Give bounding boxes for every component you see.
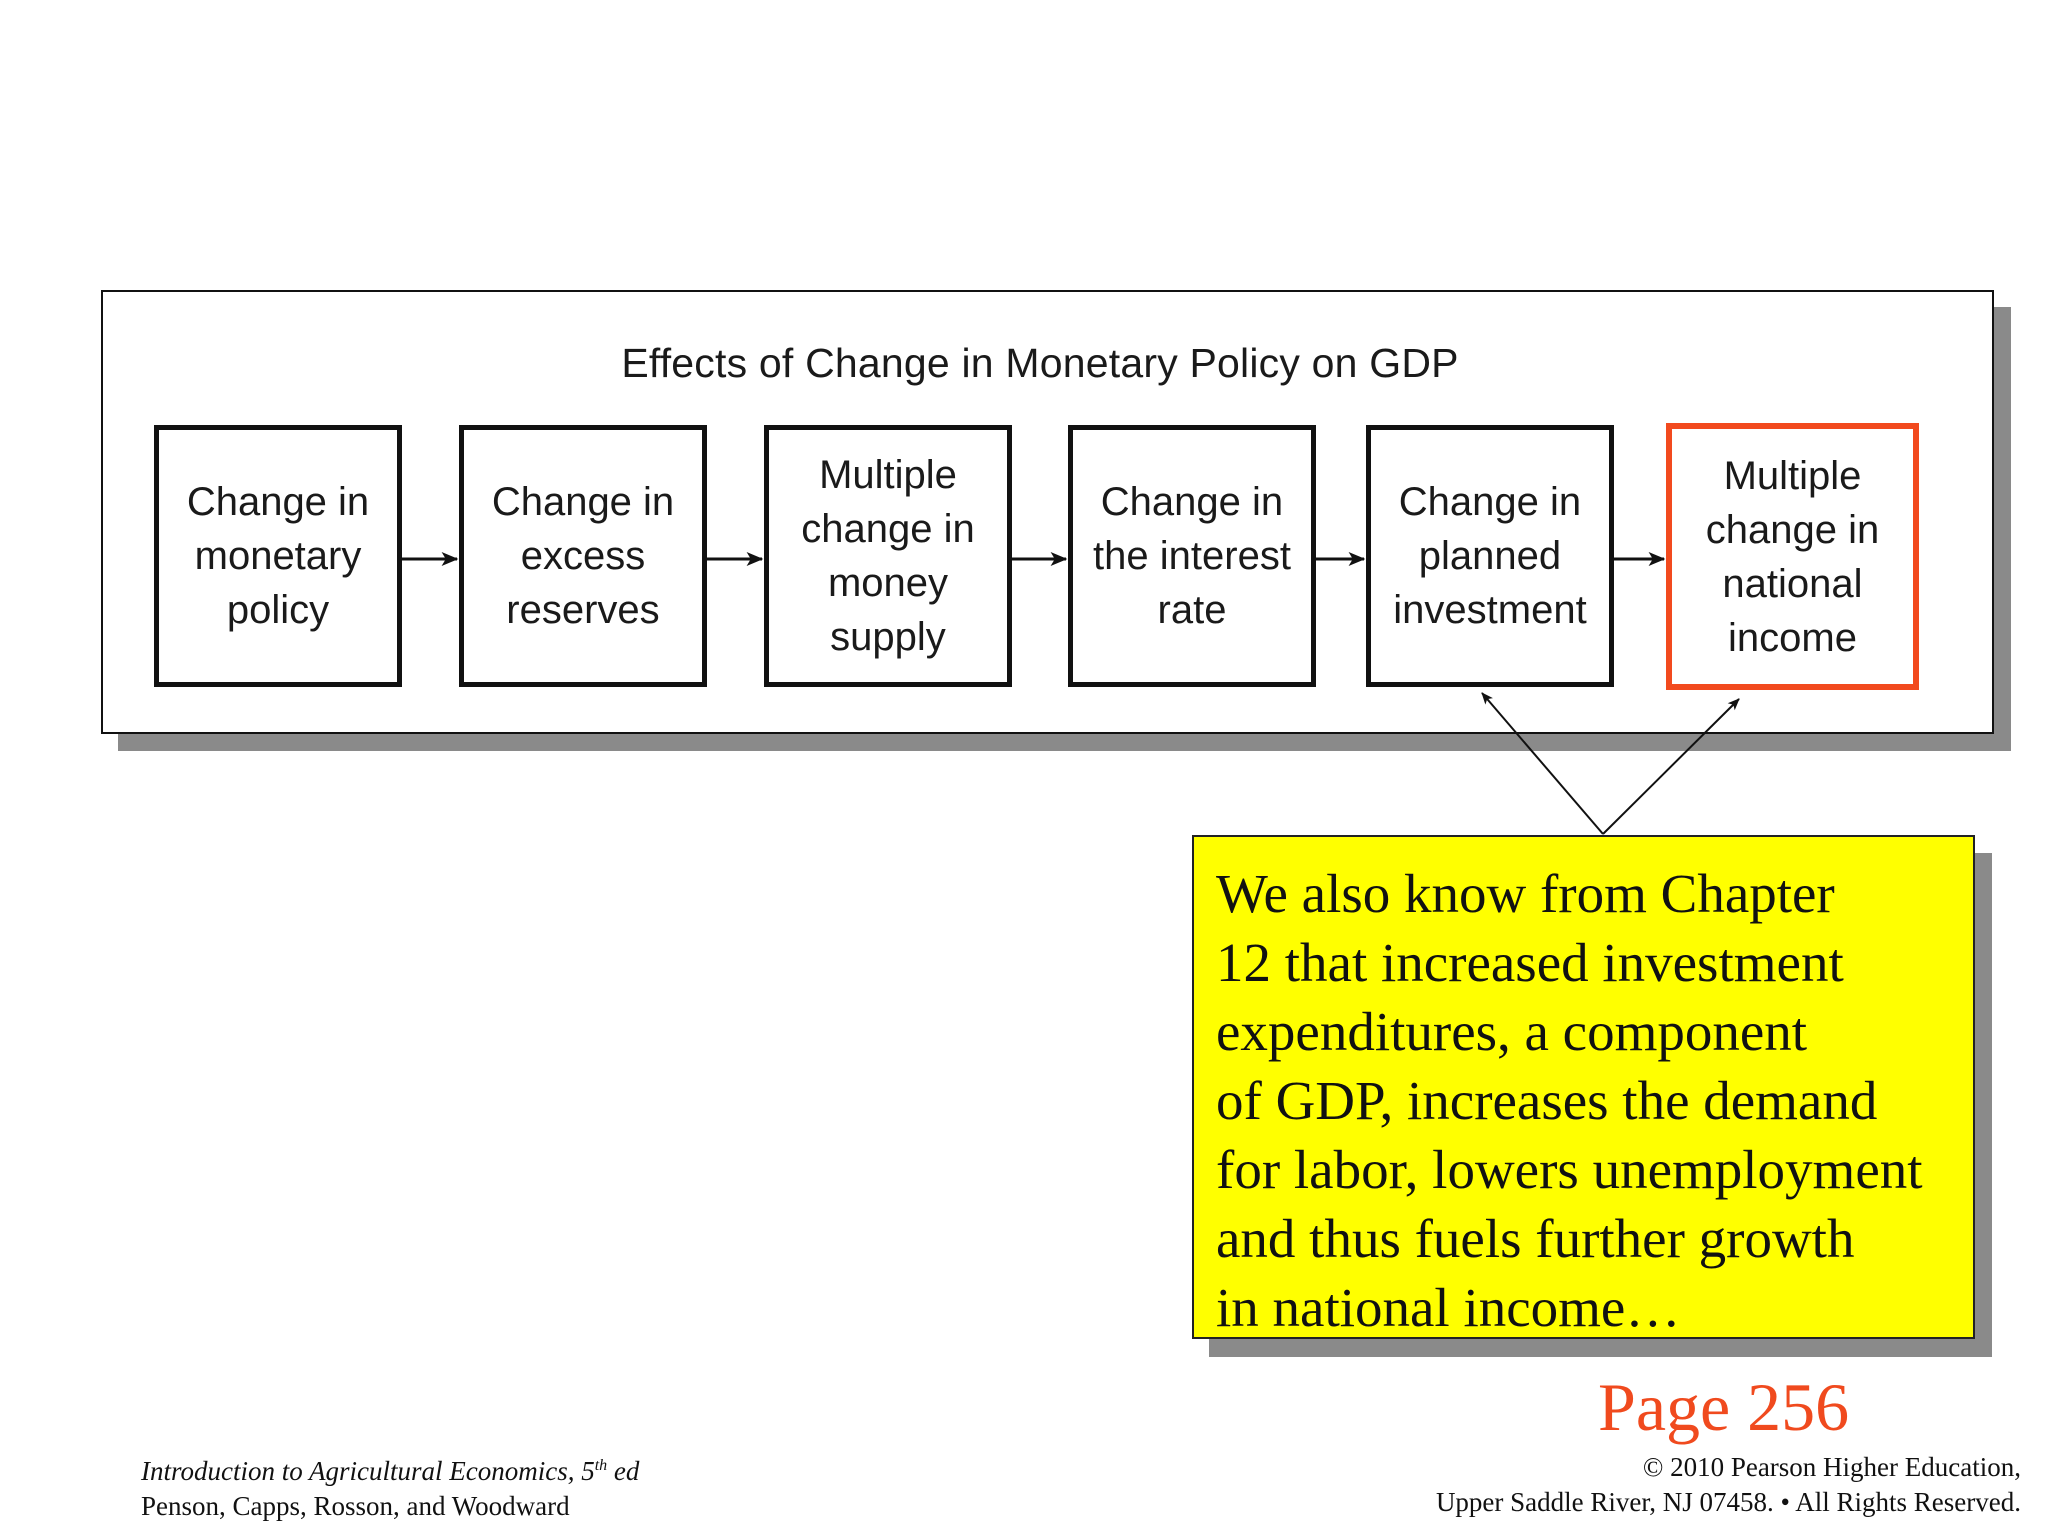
callout-line: expenditures, a component (1216, 1001, 1808, 1062)
copyright-line-2: Upper Saddle River, NJ 07458. • All Righ… (1435, 1487, 2021, 1517)
step-multiple-change-in-money-supply: Multiple change in money supply (764, 425, 1012, 687)
callout-line: in national income… (1216, 1277, 1681, 1338)
callout-line: for labor, lowers unemployment (1216, 1139, 1923, 1200)
callout-line: of GDP, increases the demand (1216, 1070, 1878, 1131)
step-multiple-change-in-national-income: Multiple change in national income (1666, 423, 1919, 690)
callout-line: We also know from Chapter (1216, 863, 1835, 924)
callout-pointer-national-income (1602, 698, 1740, 835)
callout-line: 12 that increased investment (1216, 932, 1844, 993)
diagram-title: Effects of Change in Monetary Policy on … (621, 340, 1459, 386)
footer-copyright: © 2010 Pearson Higher Education, Upper S… (1436, 1450, 2021, 1520)
step-change-in-monetary-policy: Change in monetary policy (154, 425, 402, 687)
footer-book-info: Introduction to Agricultural Economics, … (141, 1454, 639, 1524)
footer-book-title: Introduction to Agricultural Economics, … (141, 1456, 640, 1486)
callout-line: and thus fuels further growth (1216, 1208, 1855, 1269)
callout-pointer-investment (1481, 692, 1604, 835)
callout-box: We also know from Chapter 12 that increa… (1192, 835, 1975, 1339)
page-reference: Page 256 (1598, 1369, 1850, 1445)
step-change-in-planned-investment: Change in planned investment (1366, 425, 1614, 687)
step-change-in-interest-rate: Change in the interest rate (1068, 425, 1316, 687)
copyright-line-1: © 2010 Pearson Higher Education, (1642, 1452, 2021, 1482)
footer-authors: Penson, Capps, Rosson, and Woodward (141, 1491, 570, 1521)
step-change-in-excess-reserves: Change in excess reserves (459, 425, 707, 687)
